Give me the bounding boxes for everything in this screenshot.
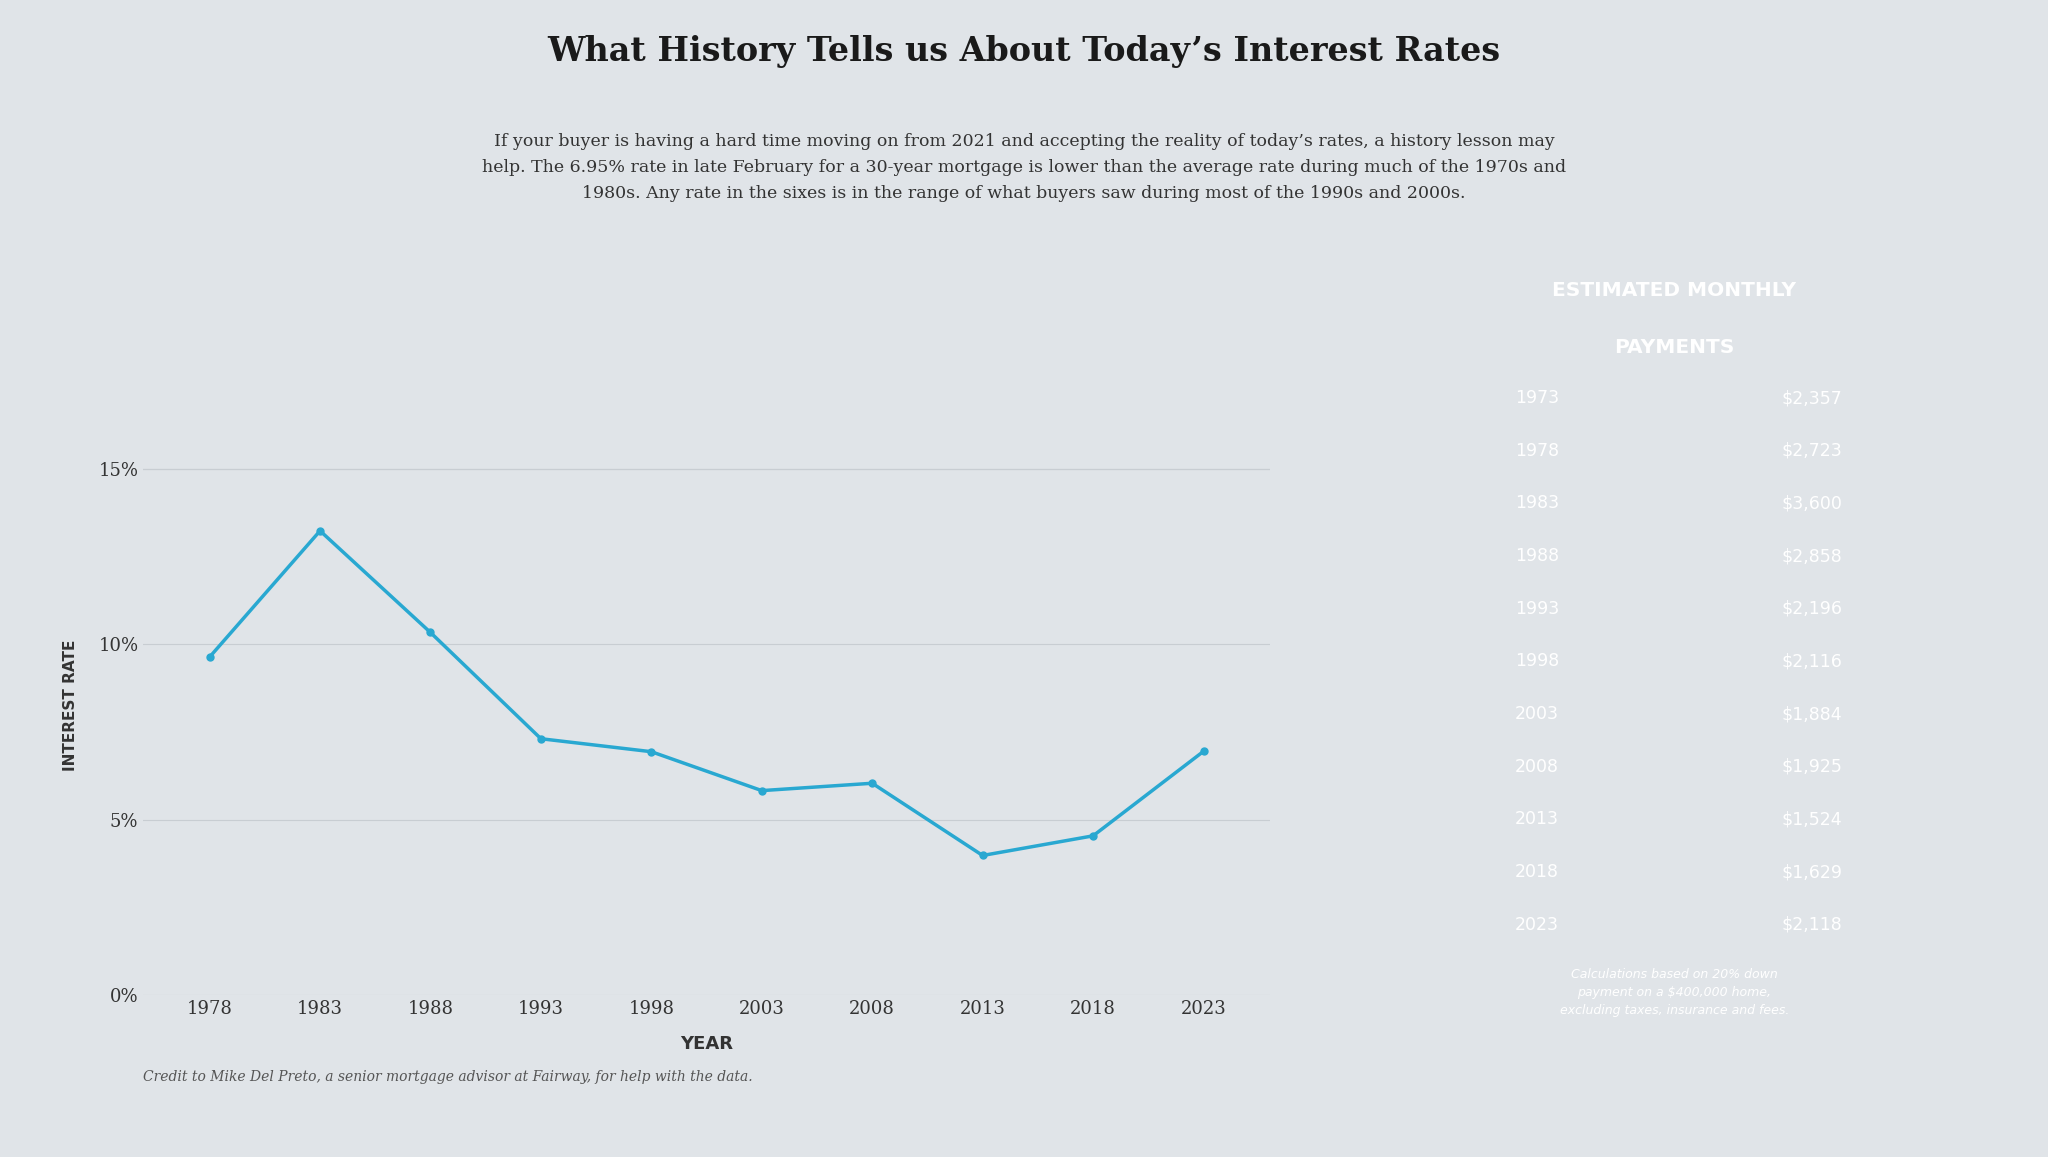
Text: 1993: 1993: [1516, 599, 1559, 618]
Text: 1998: 1998: [1516, 653, 1559, 670]
Text: Calculations based on 20% down
payment on a $400,000 home,
excluding taxes, insu: Calculations based on 20% down payment o…: [1561, 968, 1788, 1017]
Text: ESTIMATED MONTHLY: ESTIMATED MONTHLY: [1552, 281, 1796, 301]
Text: 2013: 2013: [1516, 810, 1559, 828]
X-axis label: YEAR: YEAR: [680, 1034, 733, 1053]
Text: $2,118: $2,118: [1782, 915, 1841, 934]
Text: 2023: 2023: [1516, 915, 1559, 934]
Text: 1978: 1978: [1516, 442, 1559, 459]
Text: 1983: 1983: [1516, 494, 1559, 513]
Text: $1,884: $1,884: [1782, 705, 1841, 723]
Text: Credit to Mike Del Preto, a senior mortgage advisor at Fairway, for help with th: Credit to Mike Del Preto, a senior mortg…: [143, 1070, 754, 1084]
Y-axis label: INTEREST RATE: INTEREST RATE: [63, 640, 78, 772]
Text: 2008: 2008: [1516, 758, 1559, 775]
Text: PAYMENTS: PAYMENTS: [1614, 338, 1735, 356]
Text: $2,357: $2,357: [1782, 389, 1841, 407]
Text: $1,925: $1,925: [1782, 758, 1841, 775]
Text: $1,629: $1,629: [1782, 863, 1841, 880]
Text: 2003: 2003: [1516, 705, 1559, 723]
Text: $2,858: $2,858: [1782, 547, 1841, 565]
Text: 1973: 1973: [1516, 389, 1559, 407]
Text: What History Tells us About Today’s Interest Rates: What History Tells us About Today’s Inte…: [547, 35, 1501, 68]
Text: 1988: 1988: [1516, 547, 1559, 565]
Text: $2,196: $2,196: [1782, 599, 1841, 618]
Text: $3,600: $3,600: [1782, 494, 1841, 513]
Text: 2018: 2018: [1516, 863, 1559, 880]
Text: If your buyer is having a hard time moving on from 2021 and accepting the realit: If your buyer is having a hard time movi…: [481, 133, 1567, 202]
Text: $2,723: $2,723: [1782, 442, 1841, 459]
Text: $2,116: $2,116: [1782, 653, 1841, 670]
Text: $1,524: $1,524: [1782, 810, 1841, 828]
